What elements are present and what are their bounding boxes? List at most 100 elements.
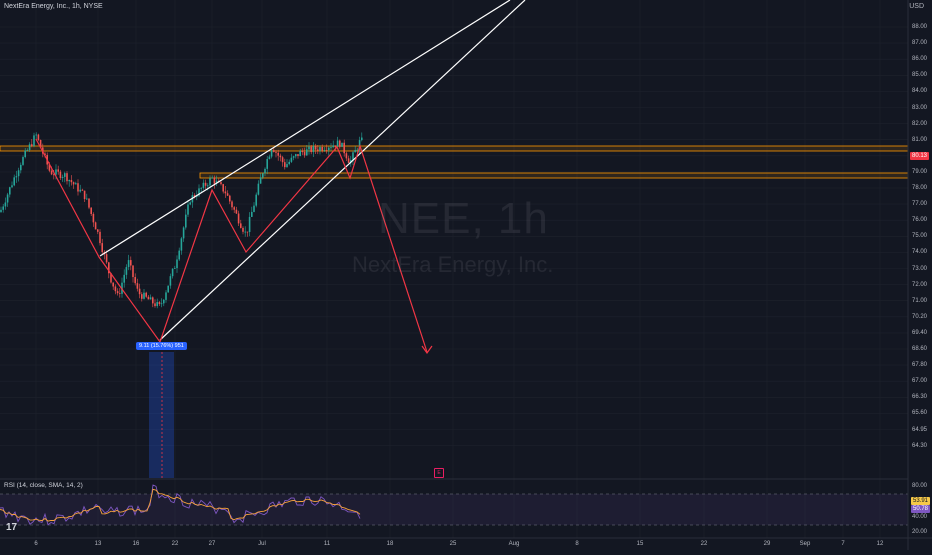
price-axis-label: 69.40 bbox=[912, 329, 928, 336]
candle-body bbox=[152, 297, 154, 304]
candle-body bbox=[308, 146, 310, 150]
candle-body bbox=[220, 182, 222, 185]
price-axis-label: 74.00 bbox=[912, 249, 928, 256]
candle-body bbox=[312, 146, 315, 153]
rsi-band bbox=[0, 494, 908, 525]
candle-body bbox=[90, 207, 92, 214]
candle-body bbox=[334, 145, 337, 147]
candle-body bbox=[149, 297, 152, 300]
symbol-header[interactable]: NextEra Energy, Inc., 1h, NYSE bbox=[4, 3, 105, 10]
candle-body bbox=[319, 147, 321, 151]
candle-body bbox=[295, 154, 297, 157]
candle-body bbox=[314, 146, 317, 150]
candle-body bbox=[39, 139, 42, 148]
candle-body bbox=[165, 292, 167, 300]
candle-body bbox=[83, 190, 86, 199]
zigzag-pattern[interactable] bbox=[35, 138, 428, 353]
candle-body bbox=[110, 273, 112, 283]
measure-box bbox=[149, 352, 174, 478]
time-axis-label: 29 bbox=[763, 541, 771, 547]
candle-body bbox=[189, 202, 191, 205]
candle-body bbox=[114, 286, 117, 292]
candle-body bbox=[26, 150, 29, 151]
time-axis-label: 11 bbox=[323, 541, 331, 547]
candle-body bbox=[136, 283, 139, 289]
candle-body bbox=[229, 195, 231, 202]
candle-body bbox=[290, 157, 293, 162]
candle-body bbox=[187, 204, 189, 215]
earnings-badge[interactable]: E bbox=[434, 468, 444, 478]
candle-body bbox=[22, 157, 24, 165]
candle-body bbox=[178, 250, 180, 260]
price-axis-label: 83.00 bbox=[912, 104, 928, 111]
lower-trendline[interactable] bbox=[159, 0, 526, 341]
time-axis-label: Aug bbox=[508, 541, 520, 547]
rsi-ma-value-tag: 50.78 bbox=[911, 505, 931, 513]
candle-body bbox=[70, 179, 73, 183]
candle-body bbox=[277, 152, 279, 156]
candle-body bbox=[356, 149, 359, 151]
candle-body bbox=[75, 183, 77, 185]
support-zone bbox=[199, 172, 909, 179]
time-axis-label: 16 bbox=[132, 541, 140, 547]
candle-body bbox=[332, 145, 334, 148]
arrow-head bbox=[421, 345, 433, 355]
price-axis-label: 77.00 bbox=[912, 201, 928, 208]
candle-body bbox=[211, 177, 213, 179]
tradingview-logo[interactable]: 17 bbox=[6, 522, 18, 533]
candle-body bbox=[240, 223, 242, 228]
candle-body bbox=[130, 260, 132, 266]
candle-body bbox=[158, 302, 161, 305]
upper-trendline[interactable] bbox=[99, 0, 511, 257]
price-axis-label: 64.30 bbox=[912, 442, 928, 449]
resistance-zone bbox=[0, 145, 909, 152]
candle-body bbox=[79, 189, 81, 192]
candle-body bbox=[299, 150, 301, 157]
candle-body bbox=[248, 216, 251, 233]
candle-body bbox=[105, 254, 108, 263]
candle-body bbox=[15, 176, 18, 178]
candle-body bbox=[59, 171, 62, 178]
candle-body bbox=[202, 182, 205, 188]
rsi-ma-line bbox=[0, 488, 361, 522]
price-axis-label: 76.00 bbox=[912, 217, 928, 224]
candle-body bbox=[20, 164, 22, 171]
price-axis-label: 79.00 bbox=[912, 168, 928, 175]
candle-body bbox=[108, 262, 110, 274]
candle-body bbox=[306, 149, 308, 156]
time-axis-label: 7 bbox=[841, 541, 845, 547]
candle-body bbox=[321, 147, 323, 151]
time-axis-label: 18 bbox=[386, 541, 394, 547]
candle-body bbox=[259, 177, 262, 184]
candle-body bbox=[204, 182, 207, 186]
candle-body bbox=[81, 189, 84, 191]
candle-body bbox=[112, 282, 114, 287]
candle-body bbox=[64, 173, 66, 177]
price-axis-label: 68.60 bbox=[912, 346, 928, 352]
candle-body bbox=[257, 183, 260, 195]
candle-body bbox=[94, 222, 97, 230]
current-price-tag: 80.13 bbox=[910, 152, 930, 160]
candle-body bbox=[237, 213, 240, 224]
watermark-name: NextEra Energy, Inc. bbox=[352, 252, 554, 277]
time-axis-label: Sep bbox=[799, 541, 811, 547]
grid-lines bbox=[0, 0, 908, 538]
rsi-axis-label: 20.00 bbox=[912, 529, 928, 535]
candle-body bbox=[354, 150, 356, 153]
candle-body bbox=[336, 140, 339, 147]
candle-body bbox=[328, 147, 330, 151]
time-axis-label: 6 bbox=[34, 541, 38, 547]
price-axis-label: 72.00 bbox=[912, 281, 928, 288]
price-axis-label: 70.20 bbox=[912, 313, 928, 320]
candle-body bbox=[339, 140, 341, 147]
candle-body bbox=[145, 292, 147, 297]
rsi-label[interactable]: RSI (14, close, SMA, 14, 2) bbox=[4, 482, 83, 489]
candle-body bbox=[268, 156, 271, 160]
time-axis-label: Jul bbox=[258, 541, 266, 547]
candle-body bbox=[160, 303, 163, 305]
measure-label: 9.11 (15.76%) 951 bbox=[136, 342, 187, 350]
candle-body bbox=[224, 191, 227, 194]
price-axis-label: 85.00 bbox=[912, 72, 928, 79]
